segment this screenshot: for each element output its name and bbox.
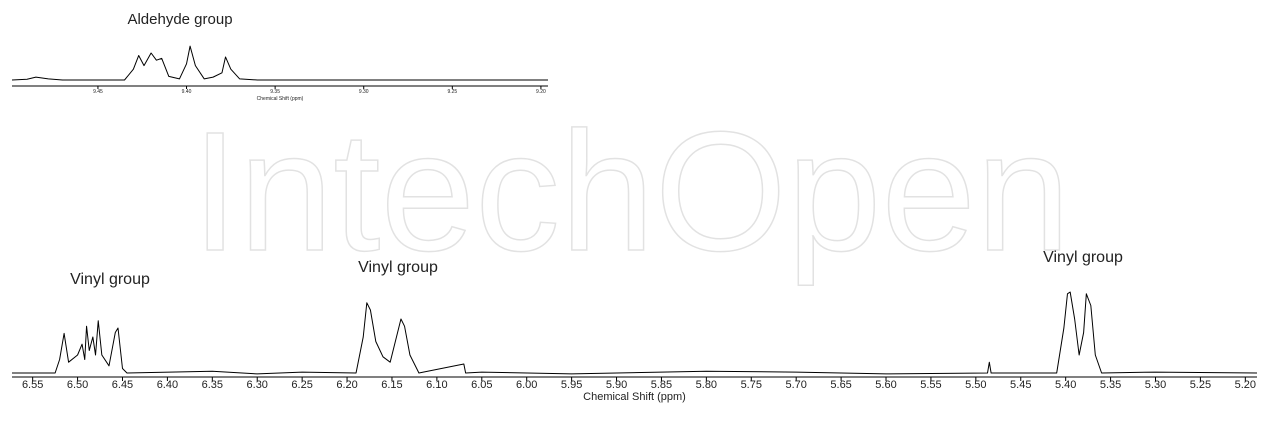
x-tick-label: 5.75 — [741, 379, 762, 391]
x-tick-label: 9.30 — [359, 89, 369, 95]
x-tick-label: 9.35 — [270, 89, 280, 95]
annotation: Vinyl group — [358, 259, 438, 276]
x-tick-label: 6.30 — [247, 379, 268, 391]
x-tick-label: 6.50 — [67, 379, 88, 391]
x-tick-label: 5.80 — [696, 379, 717, 391]
x-tick-label: 5.50 — [965, 379, 986, 391]
x-tick-label: 9.20 — [536, 89, 546, 95]
x-tick-label: 9.25 — [447, 89, 457, 95]
x-axis-label: Chemical Shift (ppm) — [257, 96, 304, 102]
x-axis-label: Chemical Shift (ppm) — [583, 391, 686, 403]
annotation: Vinyl group — [1043, 249, 1123, 266]
x-tick-label: 6.25 — [291, 379, 312, 391]
x-tick-label: 5.20 — [1235, 379, 1256, 391]
x-tick-label: 6.10 — [426, 379, 447, 391]
spectrum-line — [11, 45, 548, 81]
x-tick-label: 5.90 — [606, 379, 627, 391]
spectrum-line — [12, 291, 1258, 375]
x-tick-label: 6.55 — [22, 379, 43, 391]
annotation: Vinyl group — [70, 271, 150, 288]
x-tick-label: 5.45 — [1010, 379, 1031, 391]
x-tick-label: 5.65 — [830, 379, 851, 391]
x-tick-label: 5.40 — [1055, 379, 1076, 391]
x-tick-label: 6.05 — [471, 379, 492, 391]
x-tick-label: 5.60 — [875, 379, 896, 391]
x-tick-label: 6.40 — [157, 379, 178, 391]
watermark: IntechOpen — [192, 97, 1071, 287]
x-tick-label: 5.35 — [1100, 379, 1121, 391]
annotation: Aldehyde group — [127, 11, 232, 28]
x-tick-label: 5.85 — [651, 379, 672, 391]
x-tick-label: 5.70 — [785, 379, 806, 391]
x-tick-label: 6.20 — [336, 379, 357, 391]
x-tick-label: 6.00 — [516, 379, 537, 391]
x-tick-label: 9.40 — [182, 89, 192, 95]
x-tick-label: 5.95 — [561, 379, 582, 391]
x-tick-label: 6.35 — [202, 379, 223, 391]
x-tick-label: 9.45 — [93, 89, 103, 95]
x-tick-label: 5.30 — [1145, 379, 1166, 391]
x-tick-label: 6.45 — [112, 379, 133, 391]
x-tick-label: 6.15 — [381, 379, 402, 391]
x-tick-label: 5.25 — [1190, 379, 1211, 391]
x-tick-label: 5.55 — [920, 379, 941, 391]
